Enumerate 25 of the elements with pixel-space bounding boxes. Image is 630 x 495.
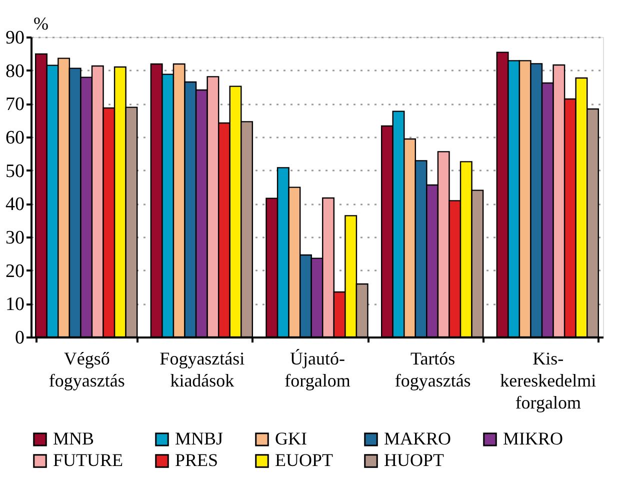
x-tick-label: Végső fogyasztás xyxy=(48,348,125,390)
y-tick-label: 30 xyxy=(6,228,24,248)
legend-label: MNB xyxy=(53,428,94,448)
legend-label: FUTURE xyxy=(53,450,124,470)
legend-label: MIKRO xyxy=(503,428,564,448)
legend-label: PRES xyxy=(175,450,218,470)
y-tick-label: 70 xyxy=(6,94,24,116)
x-tick-label: Fogyasztási kiadások xyxy=(160,348,245,390)
y-tick-label: 20 xyxy=(6,260,24,282)
y-tick-label: 40 xyxy=(6,194,24,216)
legend-label: MAKRO xyxy=(384,428,452,448)
legend-label: GKI xyxy=(275,428,307,448)
x-tick-label: Tartós fogyasztás xyxy=(394,348,471,390)
y-axis-title: % xyxy=(34,14,48,34)
y-tick-label: 0 xyxy=(15,328,24,348)
y-tick-label: 50 xyxy=(6,160,24,182)
legend-label: HUOPT xyxy=(384,450,444,470)
y-tick-label: 10 xyxy=(6,294,24,316)
legend-label: EUOPT xyxy=(275,450,334,470)
y-tick-label: 80 xyxy=(6,60,24,82)
y-tick-label: 90 xyxy=(6,28,24,48)
x-tick-label: Kis-kereskedelmi forgalom xyxy=(500,348,596,412)
x-tick-label: Újautó-forgalom xyxy=(284,348,350,390)
legend-label: MNBJ xyxy=(175,428,224,448)
y-tick-label: 60 xyxy=(6,128,24,148)
